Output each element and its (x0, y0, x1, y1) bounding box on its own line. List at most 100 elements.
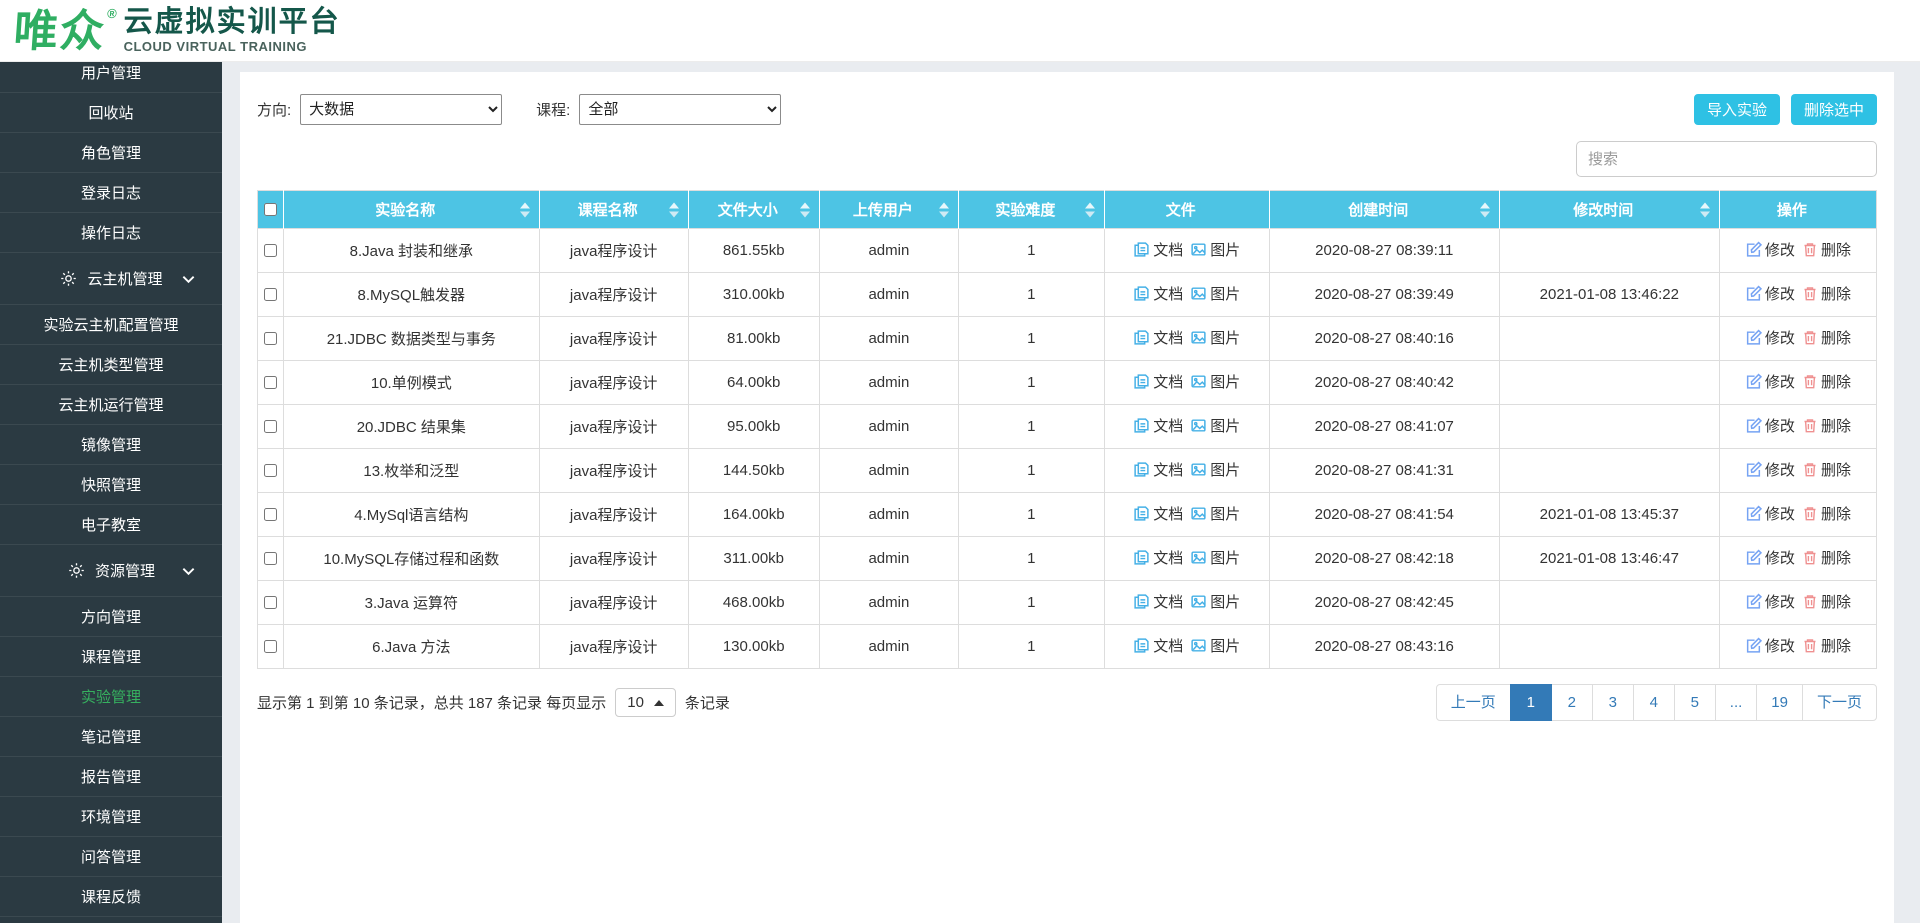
sidebar-item-问答管理[interactable]: 问答管理 (0, 837, 222, 877)
image-link[interactable]: 图片 (1190, 635, 1240, 656)
column-header-上传用户[interactable]: 上传用户 (819, 190, 959, 229)
column-header-实验难度[interactable]: 实验难度 (958, 190, 1105, 229)
edit-link[interactable]: 修改 (1745, 371, 1795, 392)
edit-link[interactable]: 修改 (1745, 503, 1795, 524)
row-checkbox[interactable] (264, 375, 278, 389)
delete-link[interactable]: 删除 (1802, 327, 1851, 348)
image-link[interactable]: 图片 (1190, 547, 1240, 568)
sidebar-item-课程反馈[interactable]: 课程反馈 (0, 877, 222, 917)
column-header-课程名称[interactable]: 课程名称 (539, 190, 689, 229)
delete-link[interactable]: 删除 (1802, 371, 1851, 392)
sidebar-item-云主机类型管理[interactable]: 云主机类型管理 (0, 345, 222, 385)
sidebar-item-操作日志[interactable]: 操作日志 (0, 213, 222, 253)
document-link[interactable]: 文档 (1133, 635, 1183, 656)
sidebar-item-方向管理[interactable]: 方向管理 (0, 597, 222, 637)
sidebar-item-云主机管理[interactable]: 云主机管理 (0, 253, 222, 305)
sidebar-item-回收站[interactable]: 回收站 (0, 93, 222, 133)
edit-link[interactable]: 修改 (1745, 283, 1795, 304)
image-link[interactable]: 图片 (1190, 459, 1240, 480)
document-link[interactable]: 文档 (1133, 591, 1183, 612)
sidebar-item-笔记管理[interactable]: 笔记管理 (0, 717, 222, 757)
image-link[interactable]: 图片 (1190, 239, 1240, 260)
row-checkbox[interactable] (264, 551, 278, 565)
sort-icon[interactable] (1479, 202, 1490, 217)
row-checkbox[interactable] (264, 243, 278, 257)
page-size-dropdown[interactable]: 10 (615, 688, 676, 717)
page-button-3[interactable]: 3 (1591, 684, 1634, 721)
document-link[interactable]: 文档 (1133, 459, 1183, 480)
delete-link[interactable]: 删除 (1802, 239, 1851, 260)
page-button-5[interactable]: 5 (1673, 684, 1716, 721)
delete-link[interactable]: 删除 (1802, 591, 1851, 612)
sort-icon[interactable] (938, 202, 949, 217)
sort-icon[interactable] (668, 202, 679, 217)
course-select[interactable]: 全部 (579, 94, 782, 125)
sidebar-item-用户管理[interactable]: 用户管理 (0, 62, 222, 93)
image-link[interactable]: 图片 (1190, 371, 1240, 392)
column-header-实验名称[interactable]: 实验名称 (283, 190, 540, 229)
delete-link[interactable]: 删除 (1802, 415, 1851, 436)
sidebar-item-电子教室[interactable]: 电子教室 (0, 505, 222, 545)
sidebar-item-资源管理[interactable]: 资源管理 (0, 545, 222, 597)
image-link[interactable]: 图片 (1190, 283, 1240, 304)
column-header-修改时间[interactable]: 修改时间 (1499, 190, 1720, 229)
edit-link[interactable]: 修改 (1745, 591, 1795, 612)
sidebar-item-实验管理[interactable]: 实验管理 (0, 677, 222, 717)
page-button-4[interactable]: 4 (1632, 684, 1675, 721)
row-checkbox[interactable] (264, 419, 278, 433)
row-checkbox[interactable] (264, 331, 278, 345)
sort-icon[interactable] (1084, 202, 1095, 217)
edit-link[interactable]: 修改 (1745, 635, 1795, 656)
document-link[interactable]: 文档 (1133, 547, 1183, 568)
image-link[interactable]: 图片 (1190, 591, 1240, 612)
sort-icon[interactable] (519, 202, 530, 217)
row-checkbox[interactable] (264, 287, 278, 301)
sidebar-item-课程管理[interactable]: 课程管理 (0, 637, 222, 677)
column-header-文件大小[interactable]: 文件大小 (688, 190, 820, 229)
row-checkbox[interactable] (264, 507, 278, 521)
edit-link[interactable]: 修改 (1745, 327, 1795, 348)
delete-selected-button[interactable]: 删除选中 (1790, 94, 1877, 125)
edit-link[interactable]: 修改 (1745, 415, 1795, 436)
row-checkbox[interactable] (264, 463, 278, 477)
delete-link[interactable]: 删除 (1802, 459, 1851, 480)
edit-link[interactable]: 修改 (1745, 239, 1795, 260)
document-link[interactable]: 文档 (1133, 239, 1183, 260)
page-button-2[interactable]: 2 (1550, 684, 1593, 721)
image-link[interactable]: 图片 (1190, 415, 1240, 436)
document-link[interactable]: 文档 (1133, 371, 1183, 392)
direction-select[interactable]: 大数据 (300, 94, 503, 125)
edit-link[interactable]: 修改 (1745, 459, 1795, 480)
delete-link[interactable]: 删除 (1802, 503, 1851, 524)
document-link[interactable]: 文档 (1133, 503, 1183, 524)
sidebar-item-登录日志[interactable]: 登录日志 (0, 173, 222, 213)
sidebar-item-报告管理[interactable]: 报告管理 (0, 757, 222, 797)
delete-link[interactable]: 删除 (1802, 635, 1851, 656)
sort-icon[interactable] (1699, 202, 1710, 217)
row-checkbox[interactable] (264, 595, 278, 609)
image-link[interactable]: 图片 (1190, 327, 1240, 348)
image-link[interactable]: 图片 (1190, 503, 1240, 524)
sidebar-item-环境管理[interactable]: 环境管理 (0, 797, 222, 837)
page-ellipsis[interactable]: ... (1714, 684, 1758, 721)
column-header-创建时间[interactable]: 创建时间 (1269, 190, 1500, 229)
delete-link[interactable]: 删除 (1802, 547, 1851, 568)
edit-link[interactable]: 修改 (1745, 547, 1795, 568)
page-next-button[interactable]: 下一页 (1801, 684, 1877, 721)
sidebar-item-快照管理[interactable]: 快照管理 (0, 465, 222, 505)
document-link[interactable]: 文档 (1133, 415, 1183, 436)
delete-link[interactable]: 删除 (1802, 283, 1851, 304)
page-prev-button[interactable]: 上一页 (1435, 684, 1511, 721)
page-button-1[interactable]: 1 (1509, 684, 1552, 721)
document-link[interactable]: 文档 (1133, 283, 1183, 304)
import-experiment-button[interactable]: 导入实验 (1693, 94, 1780, 125)
sort-icon[interactable] (799, 202, 810, 217)
sidebar-item-镜像管理[interactable]: 镜像管理 (0, 425, 222, 465)
select-all-checkbox[interactable] (264, 202, 278, 216)
search-input[interactable] (1576, 141, 1877, 177)
sidebar-item-实验云主机配置管理[interactable]: 实验云主机配置管理 (0, 305, 222, 345)
sidebar-item-角色管理[interactable]: 角色管理 (0, 133, 222, 173)
page-button-19[interactable]: 19 (1756, 684, 1803, 721)
document-link[interactable]: 文档 (1133, 327, 1183, 348)
sidebar-item-云主机运行管理[interactable]: 云主机运行管理 (0, 385, 222, 425)
